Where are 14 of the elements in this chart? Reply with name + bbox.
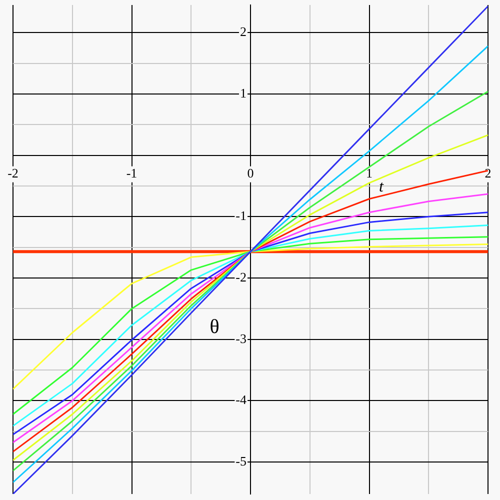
x-tick-label: 0 — [247, 166, 254, 181]
x-axis-title: t — [379, 178, 384, 196]
y-tick-label: 1 — [240, 85, 246, 100]
y-tick-label: 2 — [240, 24, 246, 40]
x-tick-label: 1 — [366, 166, 372, 181]
x-tick-label: -1 — [126, 166, 138, 181]
y-tick-label: -2 — [236, 269, 246, 284]
y-tick-label: -1 — [236, 208, 246, 224]
y-axis-title: θ — [210, 316, 220, 338]
y-tick-label: -5 — [236, 454, 246, 469]
x-tick-label: 2 — [484, 166, 492, 181]
y-tick-label: -4 — [236, 392, 247, 408]
x-tick-label: -2 — [8, 166, 18, 181]
y-tick-label: -3 — [236, 330, 246, 346]
